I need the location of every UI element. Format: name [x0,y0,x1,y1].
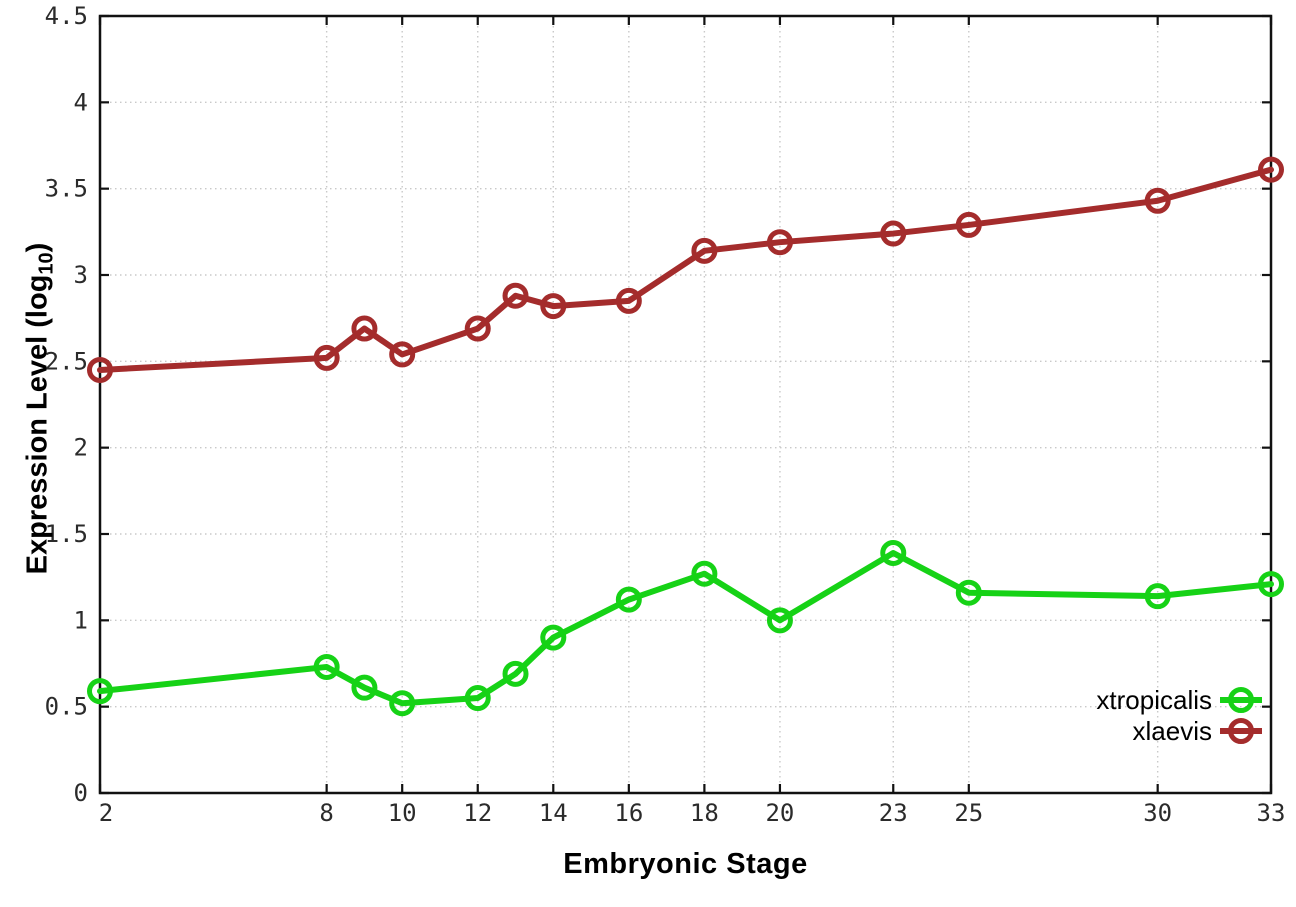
data-point-xlaevis [464,315,491,342]
y-tick-label: 2 [74,434,88,462]
x-tick-label: 23 [879,799,908,827]
data-point-xtropicalis [955,579,982,606]
data-point-xlaevis [880,220,907,247]
y-axis-title-subscript: 10 [35,252,58,275]
data-point-xtropicalis [615,586,642,613]
x-tick-label: 8 [319,799,333,827]
data-point-xlaevis [351,315,378,342]
data-point-xlaevis [389,341,416,368]
data-point-xlaevis [502,282,529,309]
data-point-xlaevis [1258,156,1284,183]
x-tick-label: 2 [99,799,113,827]
y-axis-title: Expression Level (log10) [22,209,59,609]
x-tick-label: 10 [388,799,417,827]
data-point-xlaevis [691,237,718,264]
x-tick-label: 14 [539,799,568,827]
legend-label-xtropicalis: xtropicalis [1096,685,1212,715]
data-point-xtropicalis [1258,571,1284,598]
series-line-xlaevis [97,166,1274,373]
plot-border [98,14,1273,795]
x-tick-label: 18 [690,799,719,827]
data-point-xlaevis [313,344,340,371]
data-point-xlaevis [615,287,642,314]
x-tick-label: 16 [614,799,643,827]
data-point-xtropicalis [691,560,718,587]
legend-marker-xtropicalis [1228,687,1254,713]
legend-marker-xlaevis [1228,718,1254,744]
data-point-xtropicalis [880,539,907,566]
y-tick-label: 0.5 [45,693,88,721]
y-tick-label: 3.5 [45,175,88,203]
y-tick-label: 1.5 [45,520,88,548]
y-axis-title-suffix: ) [21,242,54,253]
data-point-xtropicalis [87,678,113,705]
data-point-xtropicalis [1144,583,1171,610]
data-point-xtropicalis [464,685,491,712]
y-tick-label: 4 [74,88,88,116]
data-point-xtropicalis [766,607,793,634]
y-tick-label: 1 [74,606,88,634]
x-tick-label: 33 [1257,799,1286,827]
data-point-xtropicalis [389,690,416,717]
data-point-xlaevis [955,211,982,238]
data-point-xtropicalis [313,653,340,680]
y-tick-label: 4.5 [45,2,88,30]
y-tick-label: 0 [74,779,88,807]
y-axis-title-text: Expression Level (log [21,274,54,575]
x-tick-label: 30 [1143,799,1172,827]
x-tick-label: 12 [463,799,492,827]
x-tick-label: 25 [954,799,983,827]
x-tick-label: 20 [765,799,794,827]
data-point-xtropicalis [502,660,529,687]
series-line-xtropicalis [97,549,1274,707]
data-point-xlaevis [1144,187,1171,214]
data-point-xlaevis [87,356,113,383]
y-tick-label: 2.5 [45,347,88,375]
data-point-xtropicalis [351,674,378,701]
data-point-xlaevis [540,293,567,320]
y-tick-label: 3 [74,261,88,289]
data-point-xlaevis [766,229,793,256]
data-point-xtropicalis [540,624,567,651]
x-axis-title: Embryonic Stage [563,848,808,880]
legend-label-xlaevis: xlaevis [1133,716,1212,746]
